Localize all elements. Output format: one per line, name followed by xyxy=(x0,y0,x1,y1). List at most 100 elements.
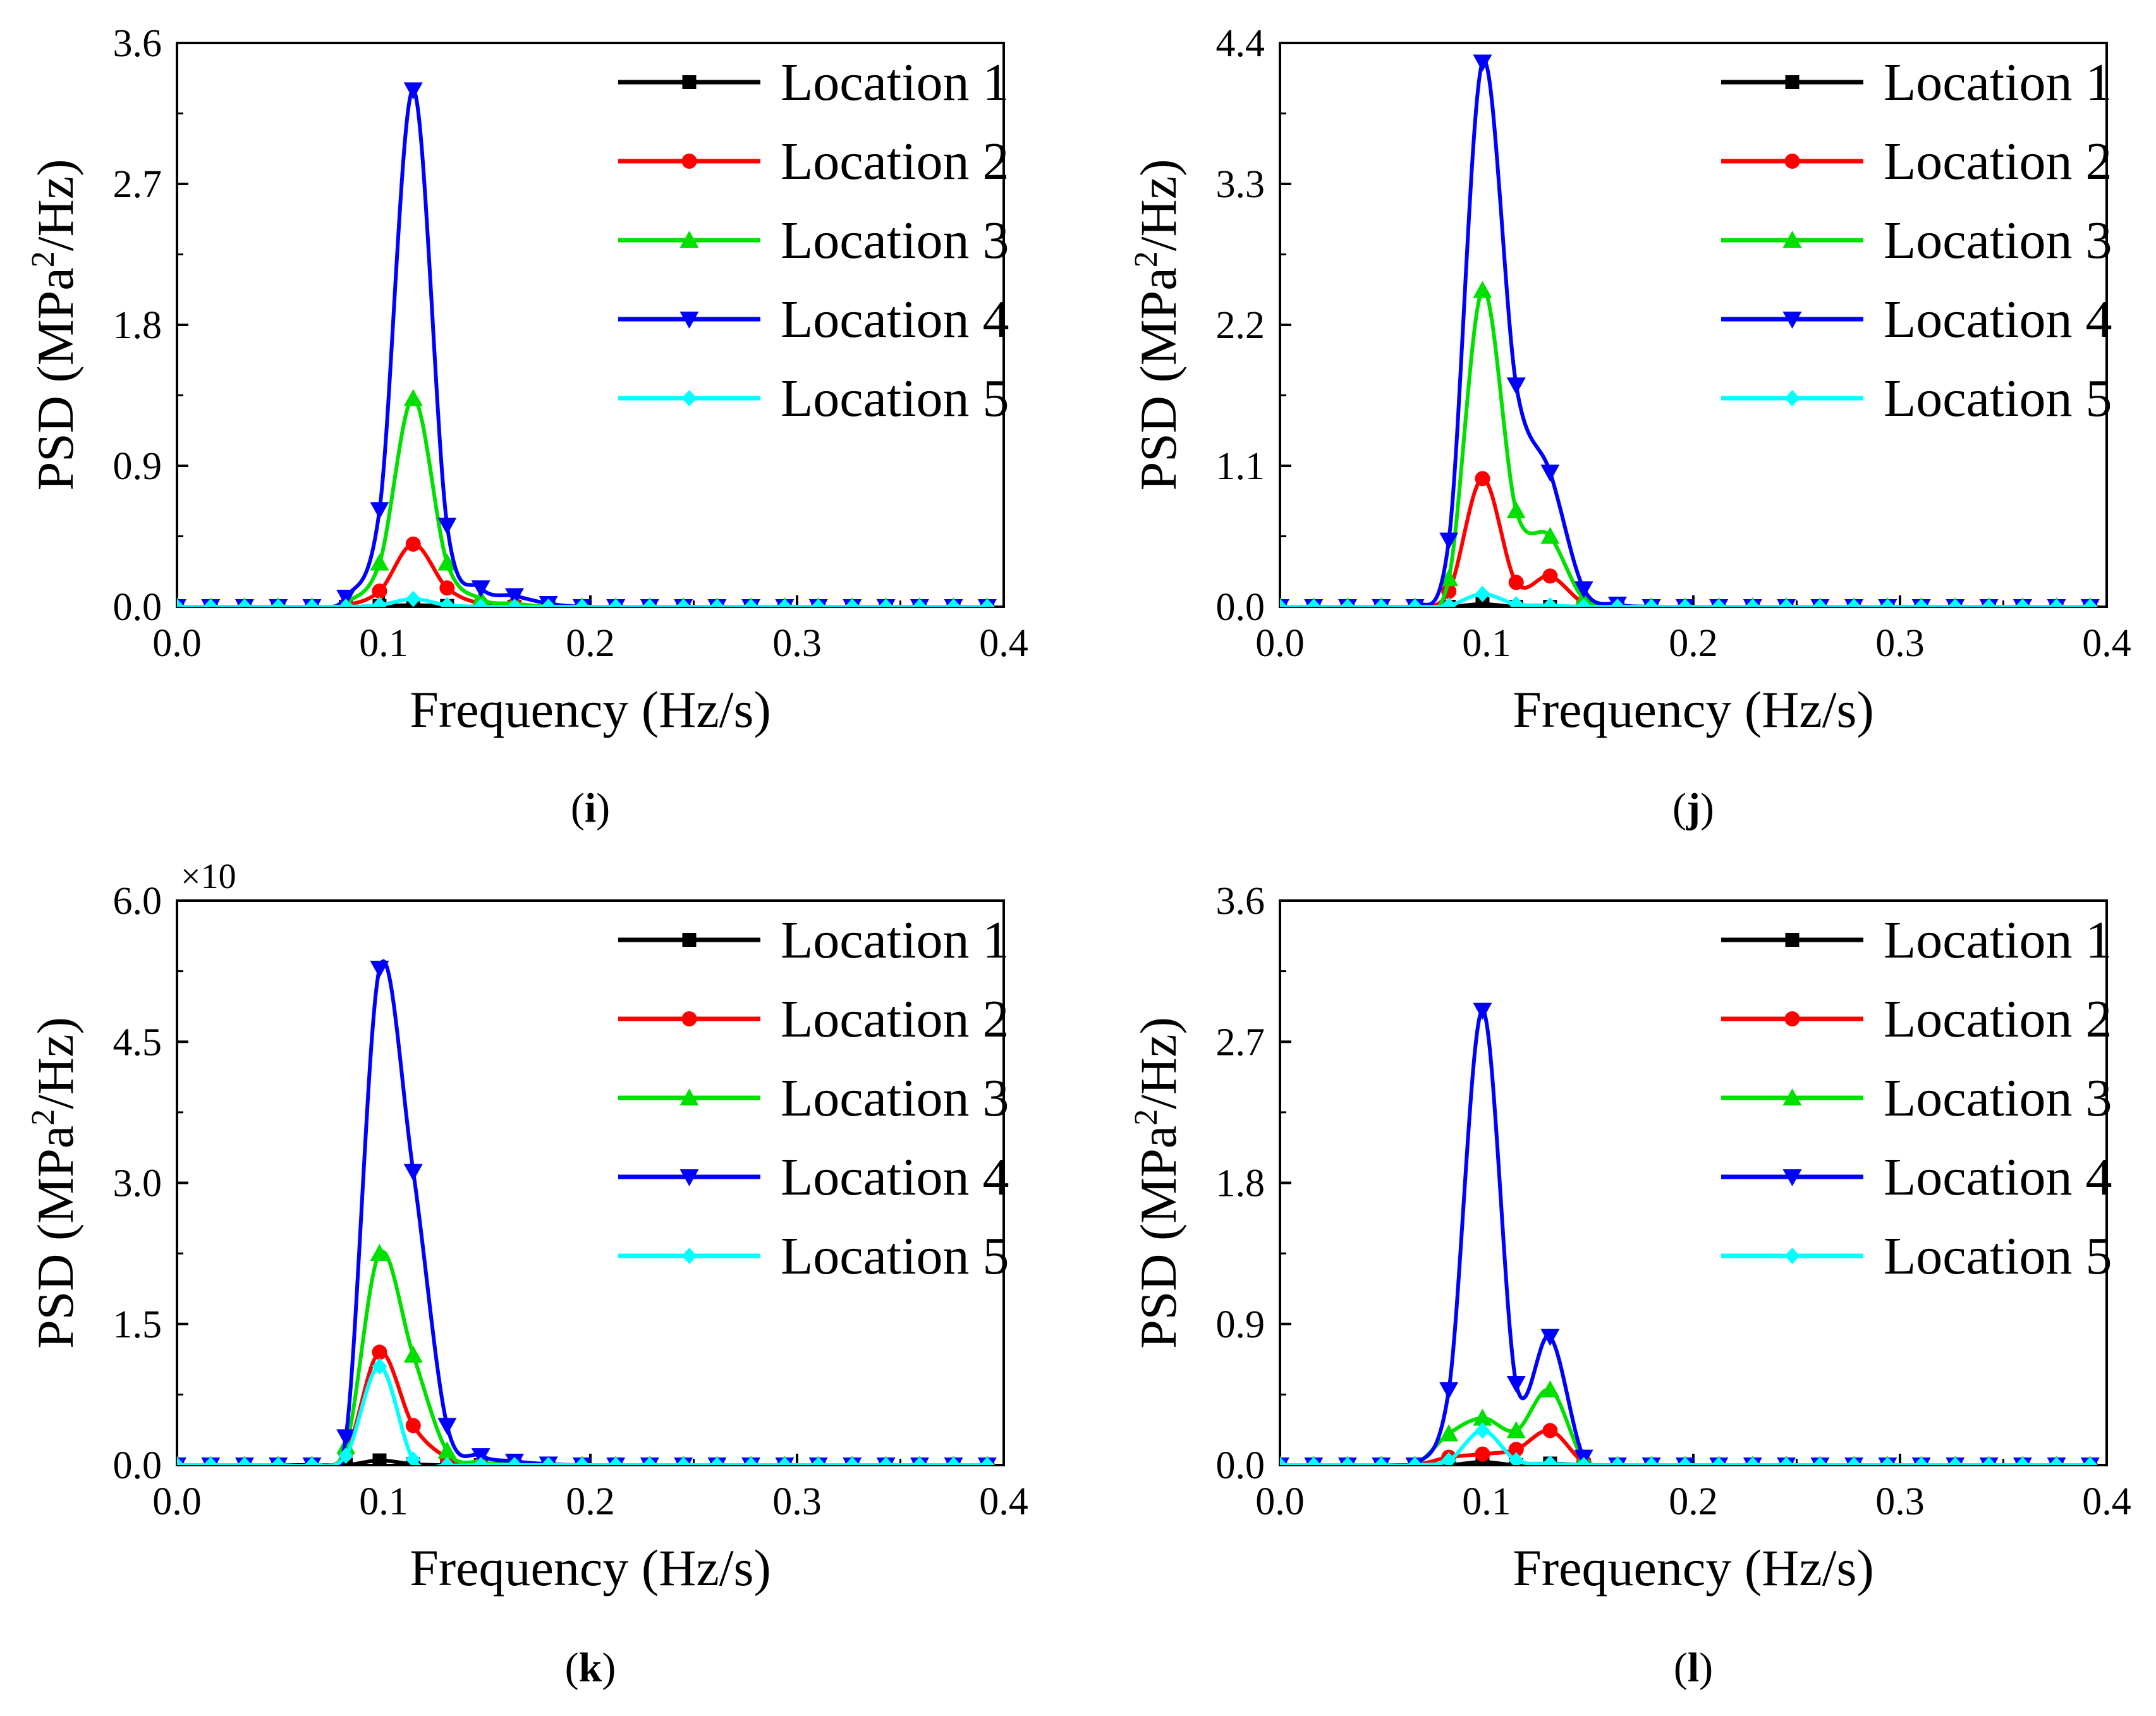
marker-diamond-s5-p4 xyxy=(304,1457,320,1465)
marker-diamond-s5-p18 xyxy=(777,599,793,607)
marker-diamond-s5-p23 xyxy=(946,1457,961,1465)
series-2 xyxy=(1280,471,2098,607)
marker-triangle-up-s3-p7 xyxy=(1506,1421,1526,1439)
marker-diamond-s5-p24 xyxy=(2082,1457,2098,1465)
marker-diamond-s5-p3 xyxy=(271,599,286,607)
marker-diamond-s5-p14 xyxy=(1745,1457,1760,1465)
x-tick-label: 0.1 xyxy=(1462,1480,1511,1523)
marker-diamond-s5-p11 xyxy=(540,599,556,607)
marker-diamond-s5-p19 xyxy=(1913,1457,1929,1465)
legend-item-location-2: Location 2 xyxy=(1721,990,2112,1049)
marker-diamond-s5-p10 xyxy=(506,1457,522,1465)
marker-diamond-s5-p6 xyxy=(1475,1422,1490,1439)
legend-label: Location 2 xyxy=(781,990,1009,1049)
marker-triangle-down-s4-p7 xyxy=(1506,1376,1526,1394)
y-axis-title-suffix: /Hz) xyxy=(27,159,84,252)
marker-triangle-up-s3-p7 xyxy=(1506,501,1526,518)
legend-item-location-3: Location 3 xyxy=(1721,211,2112,270)
plot-area xyxy=(1280,1002,2100,1465)
series-line-location-3 xyxy=(177,396,987,607)
marker-diamond-s5-p13 xyxy=(608,599,624,607)
x-tick-label: 0.3 xyxy=(1875,622,1925,665)
marker-diamond-s5-p7 xyxy=(405,1451,421,1465)
legend-label: Location 4 xyxy=(781,290,1009,349)
legend-label: Location 1 xyxy=(1884,53,2112,112)
marker-triangle-down-s4-p9 xyxy=(471,1448,490,1465)
marker-diamond-s5-p2 xyxy=(236,1457,252,1465)
marker-diamond-s5-p4 xyxy=(304,599,320,607)
y-tick-label: 1.8 xyxy=(113,304,162,347)
marker-triangle-down-s4-plegend xyxy=(679,312,699,329)
marker-triangle-up-s3-p6 xyxy=(370,1244,389,1262)
marker-diamond-s5-p9 xyxy=(1576,1457,1592,1465)
y-tick-label: 1.1 xyxy=(1216,445,1265,488)
legend-item-location-1: Location 1 xyxy=(618,53,1009,112)
marker-diamond-s5-p14 xyxy=(642,1457,657,1465)
marker-diamond-s5-p12 xyxy=(1677,599,1693,607)
marker-triangle-up-s3-p5 xyxy=(1439,569,1459,587)
panel-caption-close: ) xyxy=(1700,785,1714,831)
marker-triangle-down-s4-p6 xyxy=(1473,54,1492,72)
marker-diamond-s5-p0 xyxy=(177,1457,185,1465)
marker-circle-s2-p7 xyxy=(1508,1442,1524,1457)
marker-diamond-s5-p16 xyxy=(709,1457,725,1465)
plot-area xyxy=(1280,54,2100,607)
marker-triangle-up-s3-p7 xyxy=(403,1345,423,1363)
y-axis-title-suffix: /Hz) xyxy=(1130,1017,1187,1109)
marker-circle-s2-p7 xyxy=(405,536,421,552)
y-axis-title-prefix: PSD (MPa xyxy=(1130,267,1187,490)
marker-diamond-s5-p11 xyxy=(1643,599,1659,607)
x-tick-label: 0.0 xyxy=(1255,622,1305,665)
marker-diamond-s5-p3 xyxy=(271,1457,286,1465)
marker-square-s1-p6 xyxy=(372,1453,387,1465)
legend-item-location-3: Location 3 xyxy=(1721,1069,2112,1128)
y-axis-title-sup: 2 xyxy=(1128,251,1164,267)
marker-diamond-s5-p2 xyxy=(1339,1457,1355,1465)
legend-label: Location 5 xyxy=(781,369,1009,428)
marker-diamond-s5-p21 xyxy=(1981,599,1997,607)
legend-item-location-4: Location 4 xyxy=(1721,1148,2112,1207)
marker-square-s1-plegend xyxy=(682,933,697,947)
marker-diamond-s5-p16 xyxy=(709,599,725,607)
marker-diamond-s5-p10 xyxy=(1609,599,1625,607)
marker-triangle-up-s3-plegend xyxy=(679,231,699,248)
legend-item-location-3: Location 3 xyxy=(618,211,1009,270)
marker-diamond-s5-p5 xyxy=(338,599,354,607)
marker-diamond-s5-plegend xyxy=(681,1248,697,1264)
series-5 xyxy=(1280,585,2098,607)
chart-panel-l: 0.0 0.1 0.2 0.3 0.4 0.0 0.9 1.8 2.7 3.6 Frequency … xyxy=(1128,880,2131,1691)
marker-diamond-s5-p16 xyxy=(1812,1457,1828,1465)
panel-caption-letter: i xyxy=(585,785,596,831)
marker-triangle-down-s4-p8 xyxy=(437,1418,457,1435)
marker-diamond-s5-p9 xyxy=(473,1457,489,1465)
marker-diamond-s5-p5 xyxy=(1441,1452,1457,1465)
marker-diamond-s5-p12 xyxy=(1677,1457,1693,1465)
marker-triangle-down-s4-p6 xyxy=(1473,1002,1492,1020)
series-line-location-2 xyxy=(177,1350,987,1465)
series-2 xyxy=(177,1344,995,1465)
legend-item-location-2: Location 2 xyxy=(618,132,1009,191)
y-tick-label: 4.5 xyxy=(113,1021,162,1064)
marker-triangle-up-s3-plegend xyxy=(1782,231,1802,248)
marker-triangle-down-s4-plegend xyxy=(679,1169,699,1186)
marker-diamond-s5-p15 xyxy=(1779,1457,1794,1465)
x-tick-label: 0.1 xyxy=(359,1480,408,1523)
legend-item-location-1: Location 1 xyxy=(1721,911,2112,970)
marker-diamond-s5-p24 xyxy=(2082,599,2098,607)
marker-circle-s2-p6 xyxy=(372,1344,387,1360)
x-tick-label: 0.3 xyxy=(1875,1480,1925,1523)
marker-diamond-s5-p4 xyxy=(1407,1457,1423,1465)
marker-circle-s2-plegend xyxy=(1784,154,1800,169)
y-tick-label: 0.9 xyxy=(113,445,162,488)
marker-diamond-s5-plegend xyxy=(1784,1248,1800,1264)
marker-diamond-s5-p6 xyxy=(372,1358,387,1375)
marker-diamond-s5-p3 xyxy=(1373,1457,1389,1465)
marker-square-s1-plegend xyxy=(1785,75,1800,89)
marker-circle-s2-p8 xyxy=(439,580,455,596)
marker-diamond-s5-p1 xyxy=(1306,599,1322,607)
marker-diamond-s5-p21 xyxy=(1981,1457,1997,1465)
y-tick-label: 0.9 xyxy=(1216,1303,1265,1346)
marker-diamond-s5-p13 xyxy=(1711,1457,1727,1465)
marker-triangle-up-s3-p6 xyxy=(370,553,389,571)
marker-circle-s2-p6 xyxy=(1475,1446,1490,1462)
